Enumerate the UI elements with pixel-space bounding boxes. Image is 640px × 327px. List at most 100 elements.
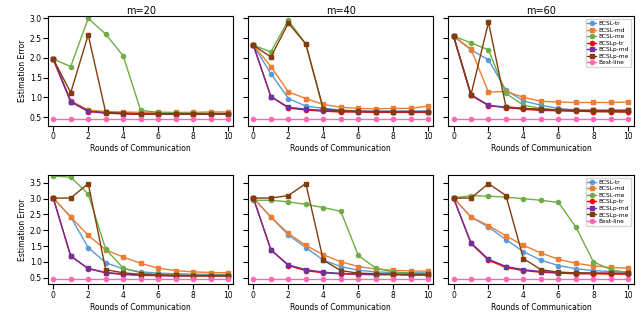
Best-line <box>67 278 75 282</box>
Best-line <box>355 117 362 121</box>
BCSLp-me <box>267 55 275 59</box>
BCSL-me <box>589 260 597 264</box>
BCSLp-me <box>625 271 632 275</box>
BCSL-me <box>355 110 362 113</box>
BCSL-md <box>450 196 458 200</box>
BCSLp-tr <box>302 269 310 273</box>
BCSLp-md <box>372 110 380 113</box>
BCSL-tr <box>84 246 92 250</box>
Y-axis label: Estimation Error: Estimation Error <box>18 198 27 261</box>
BCSLp-md <box>424 110 432 113</box>
BCSLp-md <box>302 107 310 111</box>
BCSL-me <box>607 110 614 114</box>
BCSLp-tr <box>537 109 545 112</box>
BCSL-me <box>119 266 127 270</box>
BCSLp-me <box>589 271 597 275</box>
BCSL-md <box>537 251 545 255</box>
BCSLp-md <box>267 248 275 252</box>
BCSL-me <box>572 225 580 229</box>
BCSL-me <box>154 272 162 276</box>
BCSLp-me <box>154 112 162 116</box>
BCSL-tr <box>337 108 344 112</box>
BCSLp-md <box>502 265 510 268</box>
BCSL-md <box>555 100 563 104</box>
BCSLp-tr <box>589 272 597 276</box>
BCSL-tr <box>267 72 275 76</box>
BCSLp-tr <box>355 272 362 276</box>
X-axis label: Rounds of Communication: Rounds of Communication <box>291 302 391 312</box>
BCSLp-me <box>520 257 527 261</box>
BCSL-tr <box>67 99 75 103</box>
BCSL-tr <box>207 112 214 115</box>
BCSLp-tr <box>467 94 475 97</box>
Best-line <box>625 278 632 282</box>
BCSL-tr <box>137 270 145 274</box>
BCSL-md <box>67 215 75 219</box>
BCSLp-md <box>537 108 545 112</box>
BCSL-tr <box>285 96 292 100</box>
BCSL-tr <box>450 196 458 200</box>
Line: BCSLp-tr: BCSLp-tr <box>51 196 230 278</box>
BCSLp-me <box>84 33 92 37</box>
Line: BCSLp-md: BCSLp-md <box>451 34 630 112</box>
BCSL-tr <box>589 109 597 113</box>
BCSLp-md <box>467 241 475 245</box>
Line: BCSLp-md: BCSLp-md <box>451 196 630 276</box>
BCSLp-tr <box>607 110 614 113</box>
Best-line <box>302 117 310 121</box>
BCSL-me <box>102 247 109 251</box>
BCSL-md <box>250 196 257 200</box>
BCSLp-tr <box>224 274 232 278</box>
BCSL-tr <box>119 267 127 271</box>
BCSL-md <box>424 269 432 273</box>
BCSL-md <box>224 271 232 275</box>
BCSL-tr <box>450 34 458 38</box>
BCSL-md <box>224 110 232 114</box>
BCSL-md <box>172 111 179 114</box>
BCSLp-me <box>67 196 75 200</box>
BCSLp-md <box>607 271 614 275</box>
BCSL-tr <box>572 267 580 271</box>
Line: BCSLp-tr: BCSLp-tr <box>252 43 430 114</box>
BCSLp-me <box>555 108 563 112</box>
BCSL-md <box>372 107 380 111</box>
BCSLp-me <box>84 181 92 185</box>
BCSLp-md <box>189 112 197 116</box>
X-axis label: Rounds of Communication: Rounds of Communication <box>291 144 391 153</box>
BCSLp-tr <box>49 196 57 200</box>
BCSLp-md <box>589 109 597 112</box>
Best-line <box>207 278 214 282</box>
BCSLp-md <box>189 274 197 278</box>
Line: BCSLp-me: BCSLp-me <box>252 181 430 277</box>
BCSL-me <box>67 64 75 68</box>
BCSL-me <box>285 18 292 22</box>
BCSL-me <box>49 174 57 178</box>
BCSL-me <box>302 42 310 46</box>
Best-line <box>555 278 563 282</box>
BCSLp-me <box>285 21 292 25</box>
BCSL-md <box>337 260 344 264</box>
BCSLp-md <box>520 107 527 111</box>
BCSL-md <box>302 96 310 100</box>
BCSLp-md <box>625 109 632 112</box>
Line: BCSL-md: BCSL-md <box>451 34 630 105</box>
Best-line <box>189 117 197 121</box>
BCSLp-tr <box>224 112 232 116</box>
BCSLp-md <box>302 268 310 272</box>
BCSL-tr <box>189 112 197 115</box>
BCSL-tr <box>49 196 57 200</box>
BCSL-tr <box>250 196 257 200</box>
BCSLp-tr <box>207 112 214 116</box>
BCSLp-me <box>49 196 57 200</box>
BCSLp-tr <box>49 57 57 61</box>
BCSLp-tr <box>484 258 492 262</box>
BCSL-md <box>407 269 415 273</box>
BCSLp-me <box>119 271 127 275</box>
BCSLp-tr <box>102 271 109 275</box>
BCSLp-tr <box>424 273 432 277</box>
BCSLp-md <box>407 110 415 113</box>
BCSL-me <box>625 111 632 114</box>
BCSL-me <box>67 175 75 179</box>
Line: BCSL-md: BCSL-md <box>252 43 430 111</box>
BCSL-md <box>407 107 415 111</box>
